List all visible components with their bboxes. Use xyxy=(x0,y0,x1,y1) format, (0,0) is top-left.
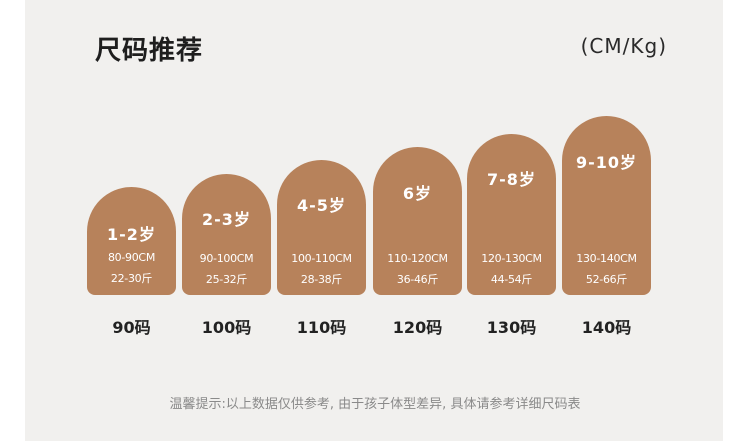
height-range: 90-100CM xyxy=(199,252,254,265)
height-range: 110-120CM xyxy=(387,252,448,265)
size-card-1: 1-2岁 80-90CM 22-30斤 xyxy=(87,187,176,295)
age-label: 7-8岁 xyxy=(487,170,536,189)
size-label-4: 120码 xyxy=(392,318,443,337)
weight-range: 22-30斤 xyxy=(110,272,153,285)
size-card-2: 2-3岁 90-100CM 25-32斤 xyxy=(182,174,271,295)
size-card-3: 4-5岁 100-110CM 28-38斤 xyxy=(277,160,366,295)
tip-note: 温馨提示:以上数据仅供参考, 由于孩子体型差异, 具体请参考详细尺码表 xyxy=(169,397,581,412)
age-label: 4-5岁 xyxy=(297,196,346,215)
weight-range: 36-46斤 xyxy=(396,273,439,286)
age-label: 1-2岁 xyxy=(107,225,156,244)
size-card-4: 6岁 110-120CM 36-46斤 xyxy=(373,147,462,295)
size-label-6: 140码 xyxy=(581,318,632,337)
weight-range: 52-66斤 xyxy=(585,273,628,286)
page-title: 尺码推荐 xyxy=(95,36,204,66)
size-card-5: 7-8岁 120-130CM 44-54斤 xyxy=(467,134,556,295)
size-card-6: 9-10岁 130-140CM 52-66斤 xyxy=(562,116,651,295)
height-range: 130-140CM xyxy=(576,252,637,265)
age-label: 9-10岁 xyxy=(575,153,638,172)
size-label-1: 90码 xyxy=(112,318,151,337)
size-label-5: 130码 xyxy=(486,318,537,337)
size-label-2: 100码 xyxy=(201,318,252,337)
weight-range: 28-38斤 xyxy=(300,273,343,286)
height-range: 80-90CM xyxy=(107,251,156,264)
age-label: 6岁 xyxy=(402,184,433,203)
size-label-3: 110码 xyxy=(296,318,347,337)
weight-range: 44-54斤 xyxy=(490,273,533,286)
age-label: 2-3岁 xyxy=(202,210,251,229)
weight-range: 25-32斤 xyxy=(205,273,248,286)
height-range: 120-130CM xyxy=(481,252,542,265)
height-range: 100-110CM xyxy=(291,252,352,265)
unit-label: (CM/Kg) xyxy=(580,34,667,58)
